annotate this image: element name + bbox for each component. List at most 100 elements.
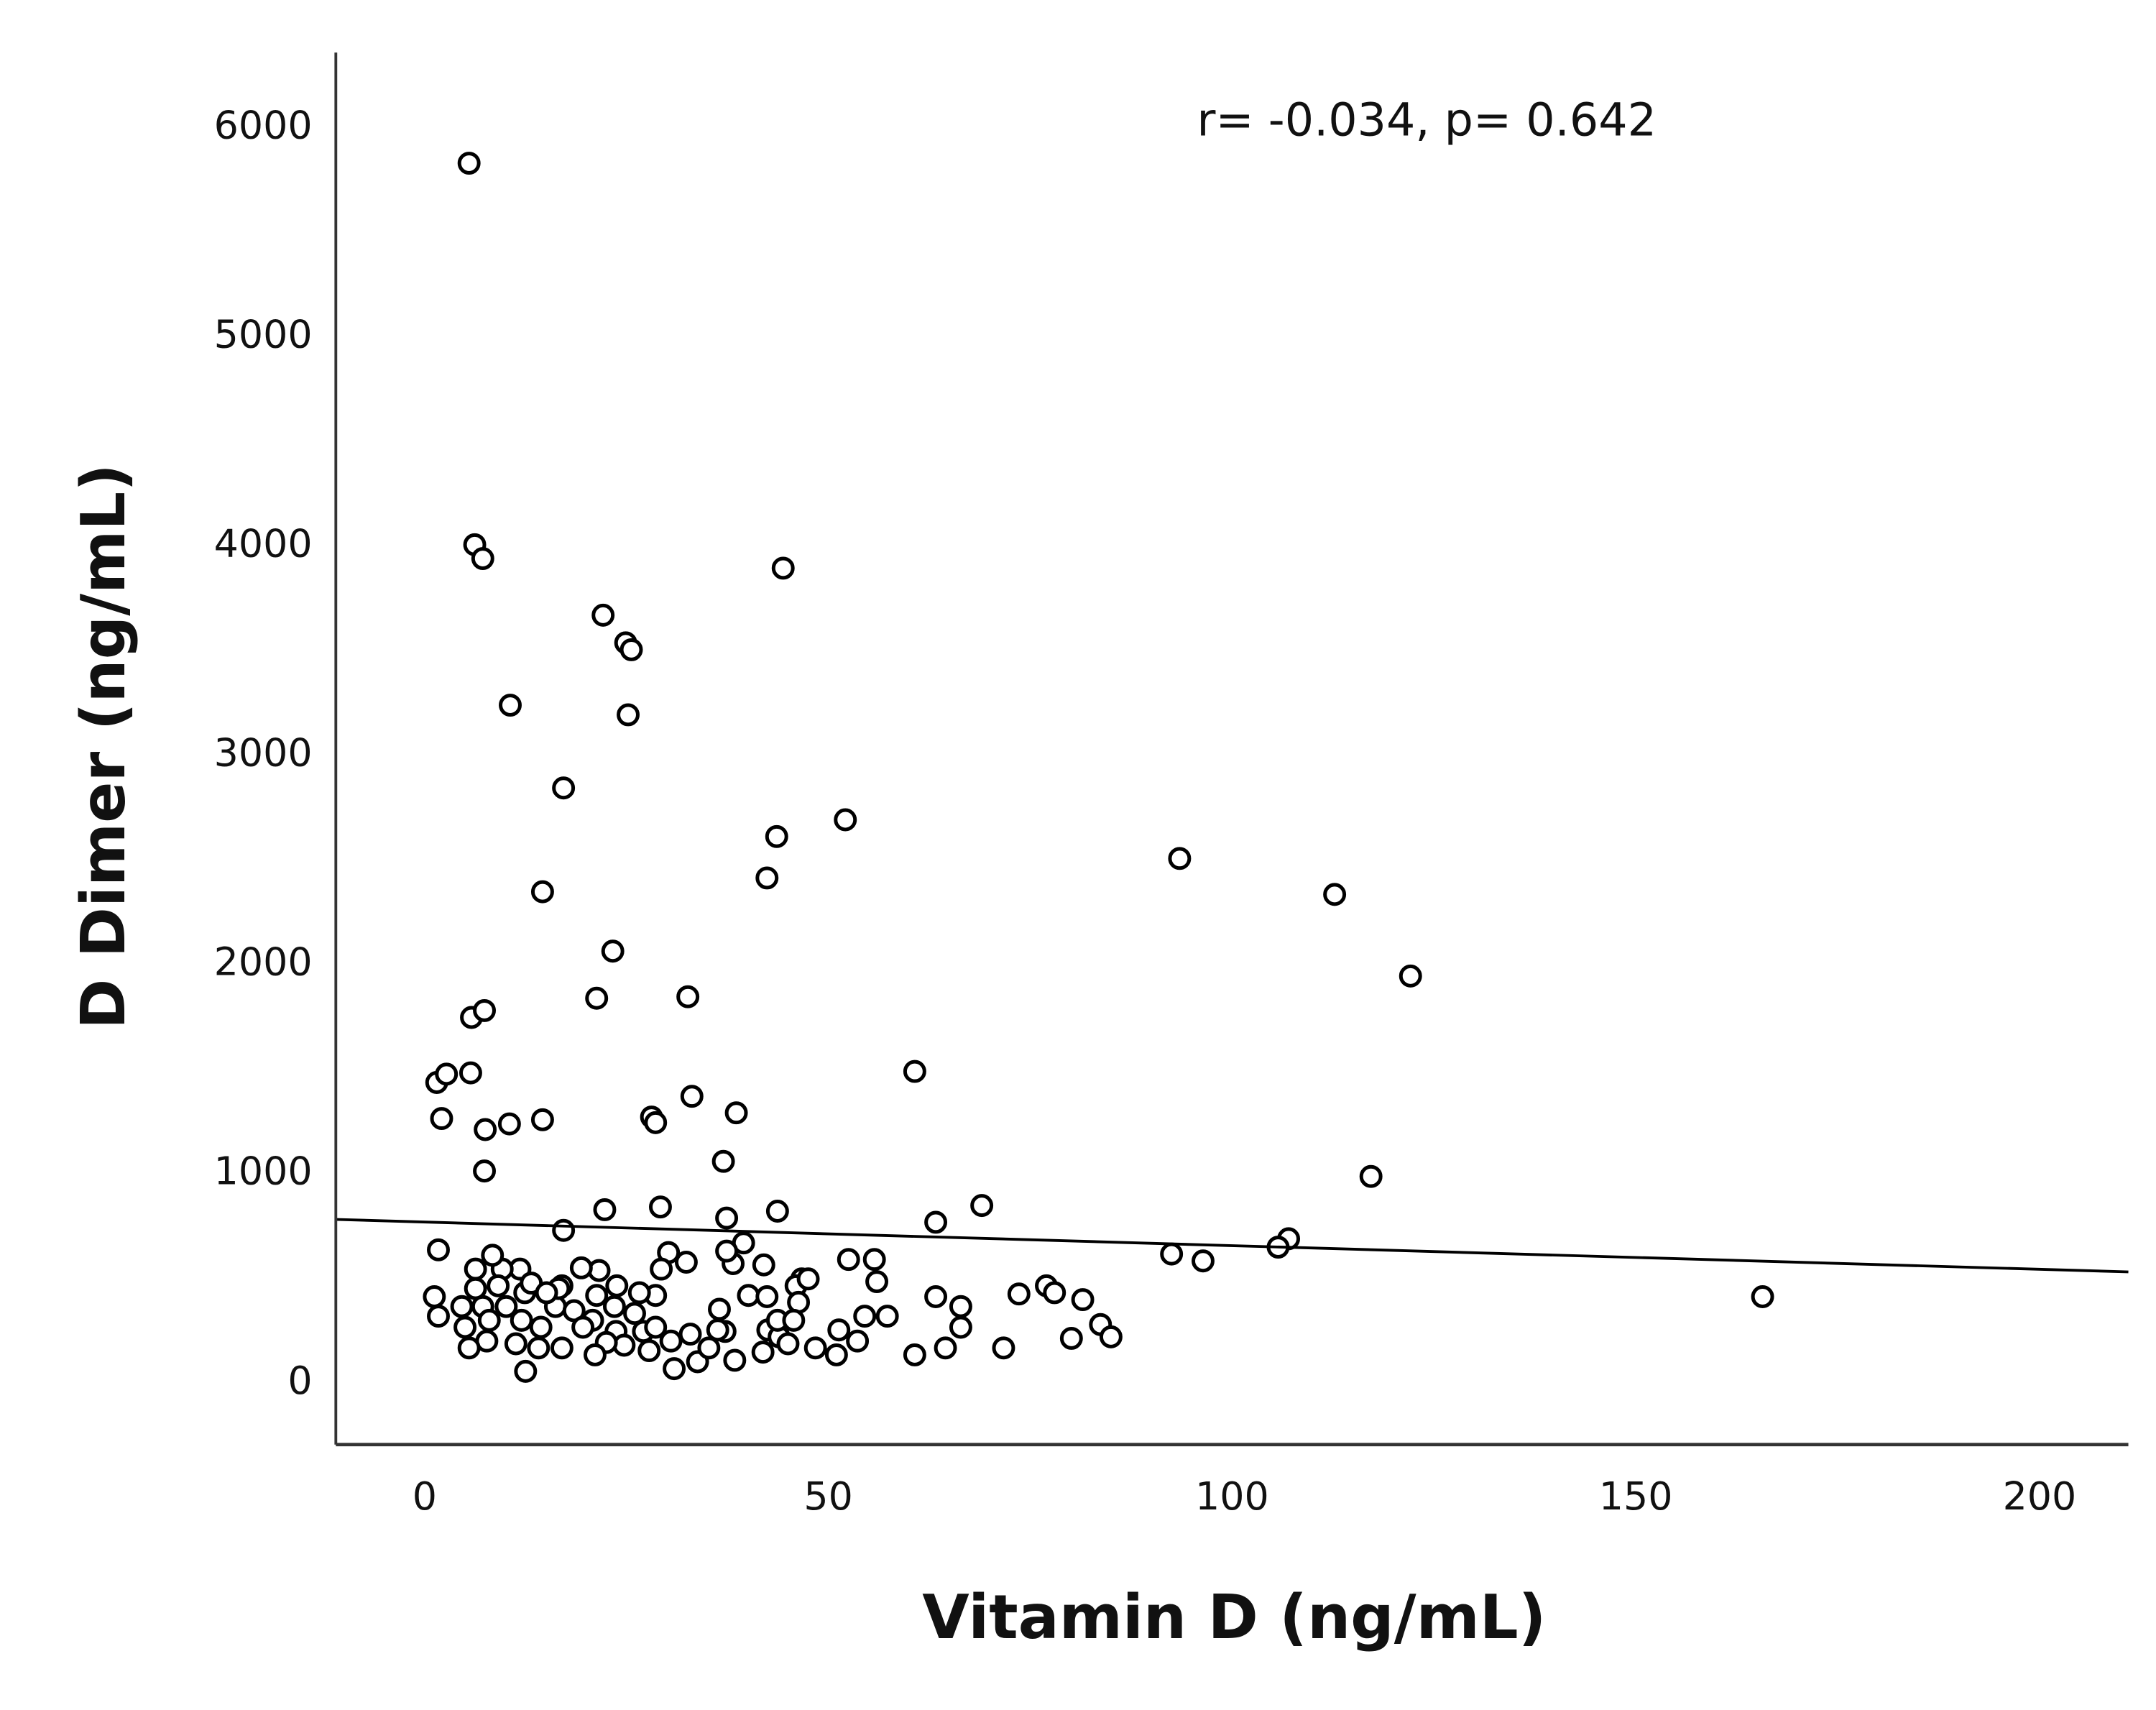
data-point [552, 1218, 576, 1242]
data-point [715, 1239, 739, 1263]
data-point [477, 1308, 501, 1332]
data-point [601, 939, 625, 963]
data-point [1043, 1281, 1067, 1305]
data-point [510, 1308, 533, 1332]
data-point [602, 1295, 626, 1318]
data-point [708, 1297, 731, 1321]
data-point [846, 1329, 870, 1353]
data-point [834, 808, 857, 832]
data-point [875, 1305, 899, 1328]
data-point [776, 1332, 800, 1356]
correlation-annotation: r= -0.034, p= 0.642 [1197, 93, 1657, 146]
data-point [853, 1305, 877, 1328]
data-point [585, 986, 609, 1010]
data-point [435, 1062, 459, 1086]
data-point [992, 1336, 1015, 1360]
data-point [550, 1336, 573, 1360]
data-point [459, 1061, 482, 1085]
data-point [473, 1159, 496, 1183]
data-point [487, 1274, 510, 1297]
data-point [497, 1112, 521, 1136]
data-point [862, 1248, 886, 1272]
data-point [571, 1315, 595, 1339]
data-point [450, 1295, 474, 1318]
y-tick-label: 5000 [214, 312, 313, 357]
data-point [803, 1336, 827, 1360]
data-point [474, 1118, 497, 1141]
x-tick-label: 100 [1195, 1474, 1269, 1519]
data-point [723, 1348, 747, 1372]
data-point [591, 603, 615, 627]
data-point [1007, 1282, 1031, 1306]
data-point [453, 1315, 477, 1339]
data-point [697, 1336, 721, 1360]
data-point [827, 1318, 851, 1342]
data-point [530, 1108, 554, 1131]
data-point [1160, 1242, 1184, 1266]
data-point [782, 1308, 806, 1332]
data-point [1751, 1285, 1774, 1308]
data-point [1323, 883, 1347, 906]
data-point [1359, 1164, 1383, 1188]
data-point [659, 1329, 683, 1353]
x-axis-title: Vitamin D (ng/mL) [922, 1581, 1546, 1652]
data-point [430, 1107, 453, 1131]
x-tick-label: 200 [2003, 1474, 2077, 1519]
data-point [473, 998, 496, 1022]
data-point [464, 1257, 487, 1281]
data-point [1168, 847, 1192, 870]
data-point [1192, 1249, 1215, 1273]
data-point [674, 1251, 698, 1274]
data-point [680, 1085, 704, 1108]
y-tick-label: 6000 [214, 103, 313, 148]
data-point [471, 547, 494, 570]
data-point [765, 1200, 789, 1223]
data-point [737, 1284, 760, 1307]
data-point [504, 1332, 528, 1356]
data-point [796, 1267, 820, 1291]
data-point [706, 1318, 729, 1342]
data-point [535, 1281, 558, 1305]
data-point [427, 1238, 450, 1261]
data-point [711, 1149, 735, 1173]
data-point [530, 880, 554, 904]
x-tick-label: 150 [1599, 1474, 1673, 1519]
points-layer [423, 152, 1774, 1383]
data-point [527, 1336, 550, 1360]
x-tick-label: 50 [803, 1474, 852, 1519]
data-point [663, 1357, 686, 1381]
data-point [494, 1295, 518, 1318]
data-point [865, 1270, 889, 1294]
data-point [949, 1315, 972, 1339]
y-tick-label: 3000 [214, 730, 313, 776]
data-point [569, 1256, 593, 1279]
regression-line [336, 1218, 2129, 1274]
data-point [585, 1284, 609, 1307]
y-tick-label: 2000 [214, 939, 313, 985]
data-point [903, 1343, 926, 1366]
data-point [514, 1359, 538, 1383]
data-point [619, 638, 643, 661]
data-point [427, 1305, 450, 1328]
data-point [650, 1257, 673, 1281]
data-point [752, 1253, 775, 1277]
data-point [637, 1339, 661, 1363]
data-point [423, 1285, 446, 1308]
data-point [755, 1285, 779, 1308]
data-point [678, 1323, 702, 1346]
data-point [644, 1315, 668, 1339]
data-point [627, 1281, 651, 1305]
data-point [552, 776, 576, 800]
data-point [837, 1248, 860, 1272]
data-point [924, 1210, 948, 1234]
data-point [1059, 1326, 1083, 1350]
y-axis-title: D Dimer (ng/mL) [68, 464, 139, 1029]
y-tick-label: 4000 [214, 521, 313, 566]
data-point [1099, 1325, 1123, 1348]
data-point [457, 1336, 481, 1360]
data-point [751, 1341, 775, 1364]
data-point [617, 703, 640, 727]
data-point [824, 1343, 848, 1366]
y-tick-labels: 0 1000 2000 3000 4000 5000 6000 [214, 103, 313, 1403]
